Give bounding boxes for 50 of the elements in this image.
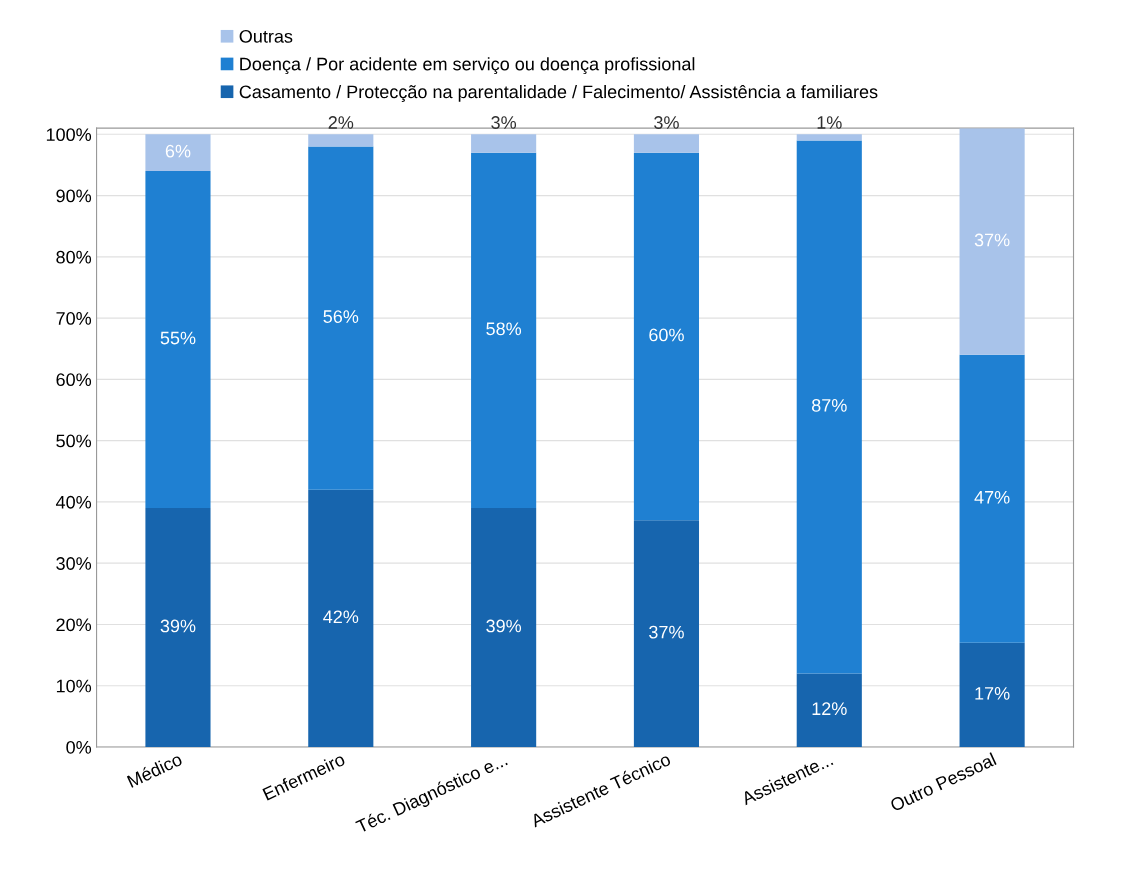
data-label: 3% (491, 116, 517, 129)
y-tick-label: 90% (56, 189, 92, 203)
bar (796, 134, 862, 141)
legend-label: Outras (239, 29, 293, 43)
bar (796, 140, 862, 674)
bar (796, 673, 862, 747)
bar (308, 489, 374, 747)
data-label: 2% (328, 116, 354, 129)
data-label: 37% (974, 233, 1010, 247)
data-label: 17% (975, 687, 1010, 700)
bar (308, 134, 374, 147)
bar (471, 152, 537, 509)
data-label: 55% (160, 331, 196, 345)
y-tick-label: 30% (56, 557, 92, 570)
y-tick-label: 70% (56, 312, 92, 325)
legend-label: Doença / Por acidente em serviço ou doença profissional (240, 57, 695, 75)
data-label: 12% (812, 702, 847, 715)
bar (633, 134, 700, 153)
y-tick-label: 40% (55, 495, 92, 509)
data-label: 6% (165, 144, 191, 158)
bar (471, 508, 537, 747)
bar (145, 171, 211, 509)
bar (959, 642, 1025, 747)
data-label: 60% (649, 328, 684, 342)
y-tick-label: 0% (66, 740, 92, 754)
y-tick-label: 10% (56, 679, 92, 693)
bar (633, 520, 700, 747)
y-tick-label: 60% (56, 373, 92, 387)
y-tick-label: 100% (46, 128, 92, 142)
bar (471, 134, 537, 153)
data-label: 87% (812, 399, 847, 412)
bar (959, 128, 1025, 355)
data-label: 47% (974, 490, 1010, 504)
data-label: 58% (486, 322, 522, 336)
data-label: 39% (486, 619, 522, 633)
legend-label: Casamento / Protecção na parentalidade / Falecimento/ Assistência a familiares (239, 84, 878, 102)
bar (959, 354, 1025, 643)
data-label: 42% (323, 610, 359, 624)
bar (145, 508, 211, 747)
data-label: 39% (160, 619, 196, 633)
data-label: 56% (323, 310, 359, 323)
y-tick-label: 20% (56, 618, 92, 632)
y-tick-label: 50% (56, 434, 92, 448)
y-tick-label: 80% (56, 250, 92, 264)
data-label: 37% (649, 625, 684, 639)
data-label: 3% (654, 116, 679, 129)
data-label: 1% (817, 116, 842, 129)
bar (308, 146, 374, 490)
bar (145, 134, 211, 172)
bar (633, 152, 700, 521)
